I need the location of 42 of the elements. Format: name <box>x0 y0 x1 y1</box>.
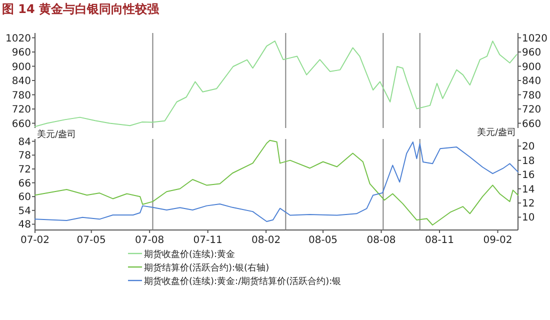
y2-axis-title: 美元/盎司 <box>476 127 516 138</box>
y2-tick-label: 720 <box>522 104 542 116</box>
x-tick-label: 07-05 <box>76 235 106 246</box>
y2-tick-label: 1020 <box>522 33 548 44</box>
y-tick-label: 60 <box>18 192 31 204</box>
y2-tick-label: 960 <box>522 48 542 58</box>
x-tick-label: 07-11 <box>193 235 222 246</box>
y-tick-label: 78 <box>18 150 31 162</box>
x-tick-label: 08-11 <box>424 235 454 246</box>
y-tick-label: 780 <box>12 90 31 102</box>
y-tick-label: 900 <box>12 62 31 73</box>
x-tick-label: 07-02 <box>20 235 50 246</box>
y-axis-title: 美元/盎司 <box>37 129 76 140</box>
y2-tick-label: 10 <box>522 212 535 224</box>
legend-label: 期货结算价(活跃合约):银(右轴) <box>144 262 270 274</box>
y-tick-label: 66 <box>18 178 31 190</box>
y-tick-label: 960 <box>12 48 31 58</box>
y2-tick-label: 900 <box>522 62 542 73</box>
y-tick-label: 84 <box>18 136 31 148</box>
x-tick-label: 08-05 <box>308 235 338 246</box>
x-tick-label: 08-08 <box>366 235 396 246</box>
y-tick-label: 48 <box>18 220 31 231</box>
chart-title: 图 14 黄金与白银同向性较强 <box>2 2 160 16</box>
y-tick-label: 1020 <box>6 33 31 44</box>
y2-tick-label: 20 <box>522 142 535 153</box>
x-tick-label: 07-08 <box>135 235 164 246</box>
legend-label: 期货收盘价(连续):黄金 <box>144 249 236 260</box>
x-tick-label: 09-02 <box>483 235 512 246</box>
y2-tick-label: 12 <box>522 198 535 210</box>
y2-tick-label: 16 <box>522 170 535 182</box>
y-tick-label: 840 <box>12 76 31 87</box>
y-tick-label: 54 <box>18 206 31 217</box>
y2-tick-label: 780 <box>522 90 542 102</box>
y2-tick-label: 14 <box>522 184 535 196</box>
legend-label: 期货收盘价(连续):黄金:/期货结算价(活跃合约):银 <box>144 276 342 287</box>
y-tick-label: 72 <box>18 164 31 176</box>
x-tick-label: 08-02 <box>252 235 281 246</box>
y2-tick-label: 18 <box>522 156 535 167</box>
y2-tick-label: 840 <box>522 76 542 87</box>
y-tick-label: 720 <box>12 104 31 116</box>
y2-tick-label: 660 <box>522 118 542 130</box>
y-tick-label: 660 <box>12 118 31 130</box>
